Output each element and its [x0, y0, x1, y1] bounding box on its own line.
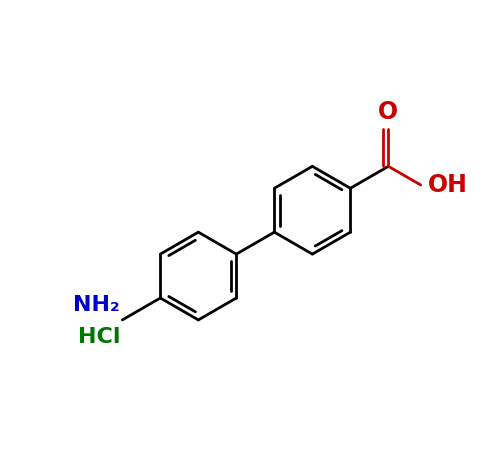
Text: HCl: HCl [78, 327, 120, 347]
Text: O: O [378, 100, 398, 124]
Text: NH₂: NH₂ [74, 295, 120, 315]
Text: OH: OH [428, 173, 468, 197]
